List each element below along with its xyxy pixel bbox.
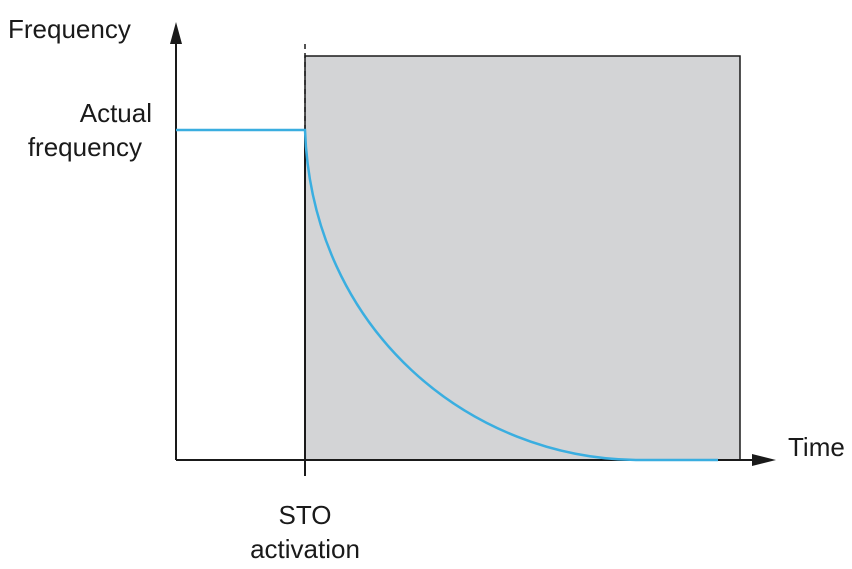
frequency-curve [176, 128, 718, 462]
x-axis-label: Time [788, 432, 845, 462]
y-axis-arrow [170, 22, 182, 44]
x-axis-arrow [752, 454, 776, 466]
sto-activation-label-line1: STO [279, 500, 332, 530]
actual-frequency-label-line1: Actual [80, 98, 152, 128]
y-axis-label: Frequency [8, 14, 131, 44]
actual-frequency-label-line2: frequency [28, 132, 142, 162]
sto-shaded-region [304, 55, 741, 461]
sto-activation-label-line2: activation [250, 534, 360, 564]
